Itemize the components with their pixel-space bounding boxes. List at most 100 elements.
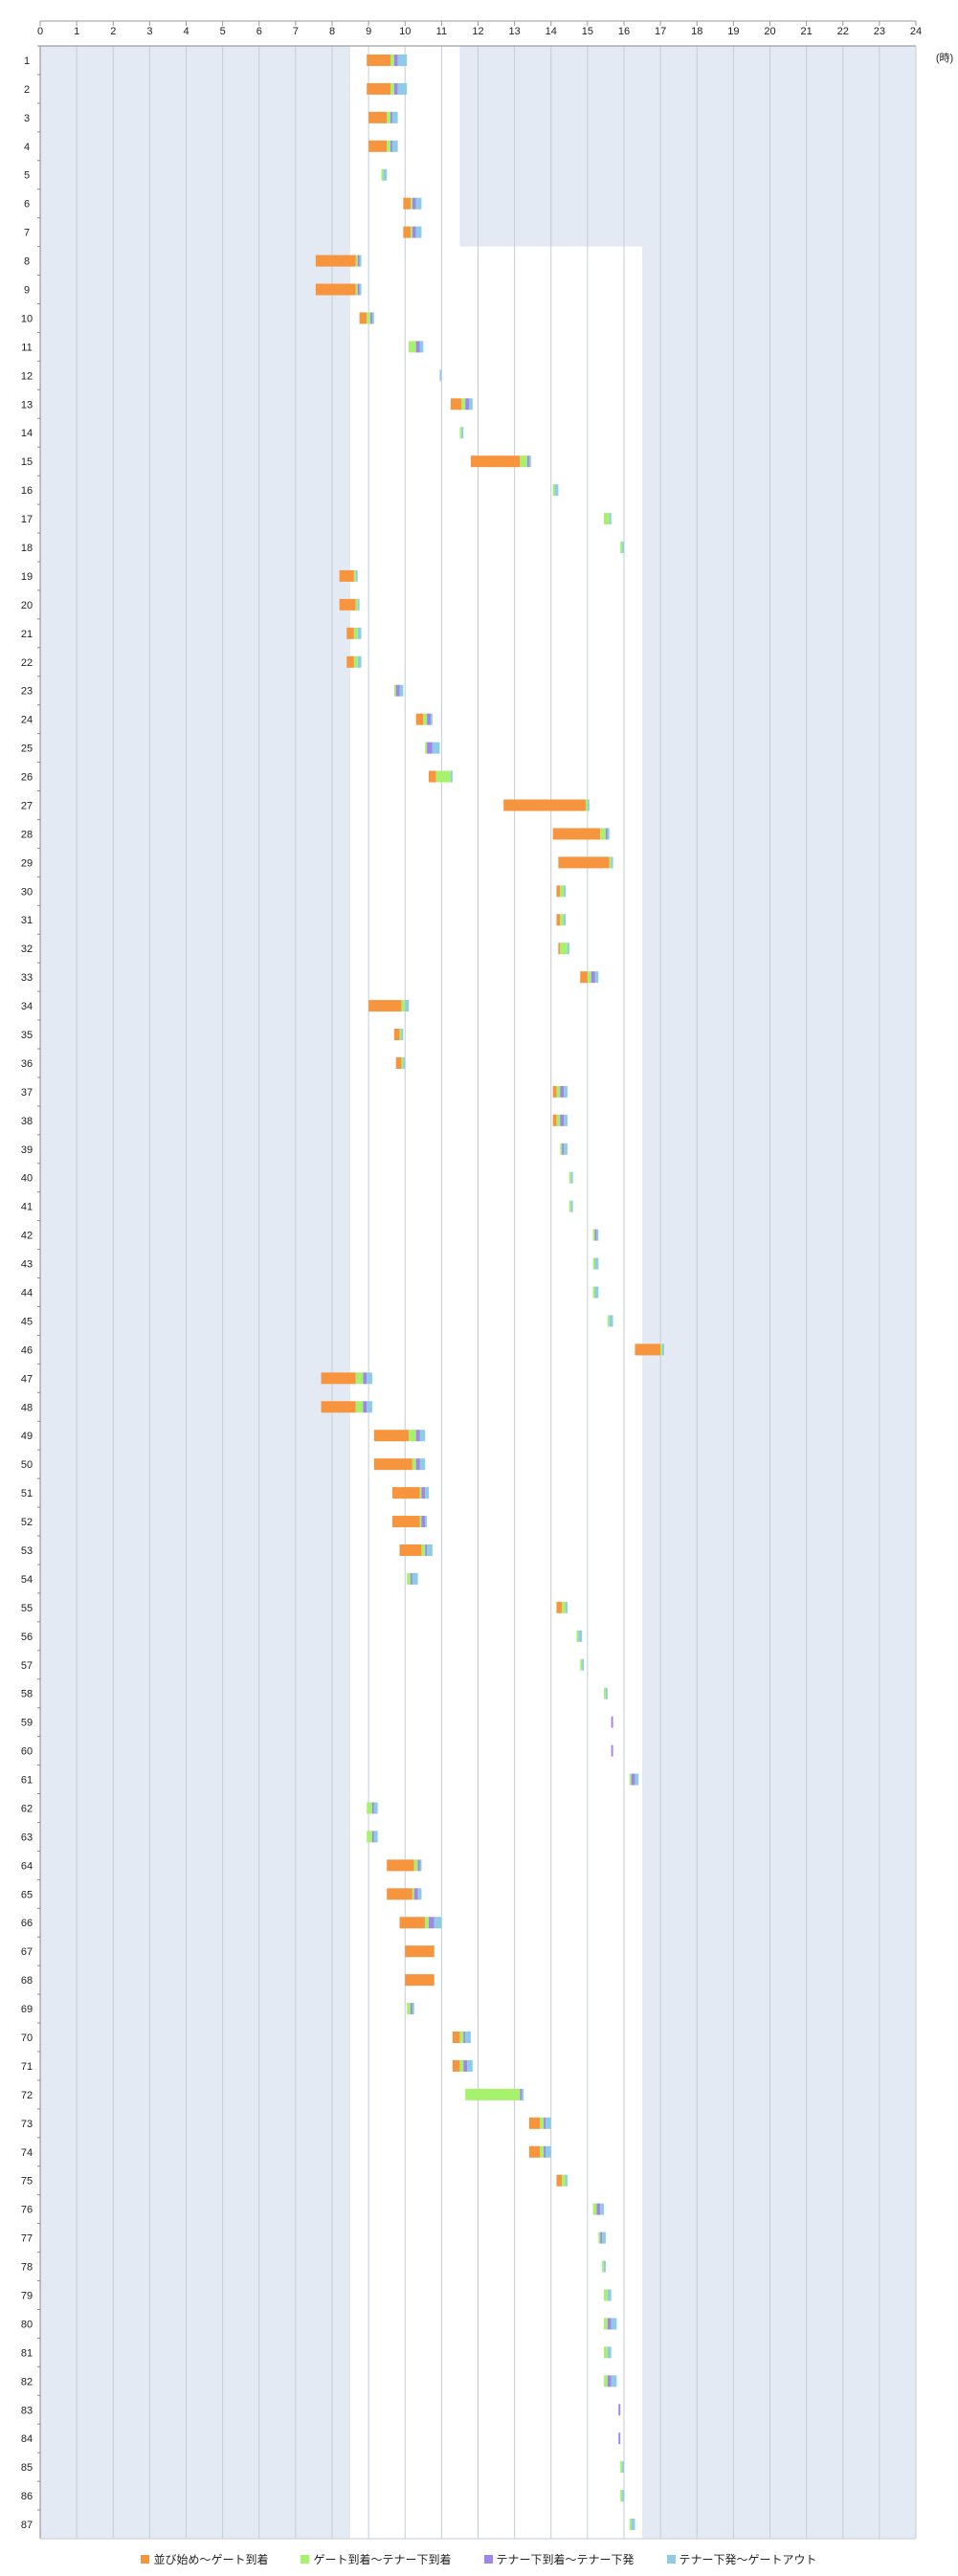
bar-segment bbox=[355, 1372, 364, 1385]
y-tick-label: 72 bbox=[21, 2090, 33, 2101]
bar-segment bbox=[430, 713, 433, 725]
y-tick-label: 32 bbox=[21, 944, 33, 955]
bar-segment bbox=[564, 885, 566, 898]
x-unit-label: (時) bbox=[936, 52, 953, 64]
y-tick-label: 62 bbox=[21, 1803, 33, 1814]
y-tick-label: 40 bbox=[21, 1173, 33, 1185]
bar-segment bbox=[520, 2088, 523, 2100]
bar-segment bbox=[552, 1085, 557, 1098]
bar-segment bbox=[620, 2461, 623, 2474]
bar-segment bbox=[395, 684, 400, 697]
y-tick-label: 54 bbox=[21, 1574, 33, 1586]
bar-segment bbox=[556, 885, 561, 898]
bar-segment bbox=[410, 226, 412, 238]
y-tick-label: 42 bbox=[21, 1231, 33, 1242]
y-tick-label: 11 bbox=[21, 342, 32, 353]
bar-segment bbox=[425, 742, 428, 754]
bar-segment bbox=[387, 111, 390, 123]
bar-segment bbox=[552, 828, 601, 840]
y-tick-label: 87 bbox=[21, 2520, 33, 2531]
legend-item-queue-to-gate: 並び始め～ゲート到着 bbox=[141, 2549, 268, 2568]
y-tick-label: 69 bbox=[21, 2004, 33, 2015]
bar-segment bbox=[357, 598, 360, 611]
x-tick-label: 3 bbox=[146, 26, 152, 37]
y-tick-label: 35 bbox=[21, 1030, 33, 1041]
y-tick-label: 28 bbox=[21, 829, 33, 840]
bar-segment bbox=[594, 1286, 599, 1299]
x-tick-label: 14 bbox=[546, 26, 557, 37]
bar-segment bbox=[419, 1516, 422, 1528]
bar-segment bbox=[395, 1056, 402, 1069]
y-tick-label: 36 bbox=[21, 1058, 33, 1070]
bar-segment bbox=[560, 914, 565, 926]
bar-segment bbox=[503, 799, 586, 811]
bar-segment bbox=[605, 1687, 608, 1699]
y-tick-label: 6 bbox=[24, 199, 30, 211]
bar-segment bbox=[520, 455, 527, 468]
y-tick-label: 1 bbox=[24, 56, 30, 67]
y-tick-label: 68 bbox=[21, 1975, 33, 1987]
y-tick-label: 9 bbox=[24, 285, 30, 297]
bar-segment bbox=[339, 569, 354, 582]
bar-segment bbox=[367, 1401, 372, 1413]
bar-segment bbox=[419, 1430, 426, 1442]
bar-segment bbox=[567, 943, 569, 955]
bar-segment bbox=[580, 1658, 583, 1671]
bar-segment bbox=[373, 1430, 410, 1442]
bar-segment bbox=[592, 2203, 597, 2215]
bar-segment bbox=[391, 1516, 420, 1528]
bar-segment bbox=[355, 569, 358, 582]
bar-segment bbox=[622, 2461, 624, 2474]
bar-segment bbox=[363, 1401, 368, 1413]
y-tick-label: 39 bbox=[21, 1144, 33, 1156]
x-tick-label: 7 bbox=[293, 26, 299, 37]
y-tick-label: 44 bbox=[21, 1288, 33, 1299]
y-tick-label: 23 bbox=[21, 686, 33, 698]
bar-segment bbox=[611, 856, 613, 869]
bar-segment bbox=[415, 226, 422, 238]
bar-segment bbox=[450, 770, 453, 783]
bar-segment bbox=[552, 484, 555, 497]
x-tick-label: 13 bbox=[509, 26, 521, 37]
legend-swatch bbox=[301, 2554, 310, 2564]
bar-segment bbox=[435, 770, 451, 783]
bar-segment bbox=[355, 598, 358, 611]
bar-segment bbox=[618, 2432, 621, 2445]
bar-segment bbox=[580, 971, 588, 984]
bar-segment bbox=[407, 2003, 411, 2015]
bar-segment bbox=[399, 1543, 422, 1556]
bar-segment bbox=[459, 2032, 464, 2044]
bar-segment bbox=[604, 2346, 608, 2359]
bar-segment bbox=[470, 455, 521, 468]
bar-segment bbox=[607, 2289, 612, 2301]
bar-segment bbox=[459, 427, 462, 439]
bar-segment bbox=[622, 2490, 624, 2502]
bar-segment bbox=[371, 1831, 374, 1843]
bar-segment bbox=[602, 2232, 606, 2244]
bar-segment bbox=[600, 2232, 603, 2244]
y-tick-label: 70 bbox=[21, 2032, 33, 2044]
bar-segment bbox=[562, 1143, 565, 1155]
y-tick-label: 2 bbox=[24, 84, 30, 96]
y-tick-label: 81 bbox=[21, 2347, 33, 2359]
bar-segment bbox=[558, 943, 561, 955]
bar-segment bbox=[353, 569, 356, 582]
y-tick-label: 29 bbox=[21, 857, 33, 869]
bar-segment bbox=[390, 54, 394, 66]
bar-segment bbox=[425, 1516, 428, 1528]
y-tick-label: 63 bbox=[21, 1832, 33, 1843]
bar-segment bbox=[427, 713, 431, 725]
bar-segment bbox=[609, 1315, 613, 1327]
bar-segment bbox=[598, 2232, 601, 2244]
bar-segment bbox=[611, 2318, 617, 2330]
y-tick-label: 67 bbox=[21, 1946, 33, 1958]
bar-segment bbox=[465, 2032, 471, 2044]
bar-segment bbox=[528, 2145, 541, 2158]
bar-segment bbox=[353, 627, 358, 639]
bar-segment bbox=[587, 971, 591, 984]
bar-segment bbox=[409, 341, 416, 353]
y-tick-label: 75 bbox=[21, 2176, 33, 2187]
bar-segment bbox=[620, 2490, 623, 2502]
y-tick-label: 26 bbox=[21, 772, 33, 784]
bar-segment bbox=[391, 1487, 420, 1499]
